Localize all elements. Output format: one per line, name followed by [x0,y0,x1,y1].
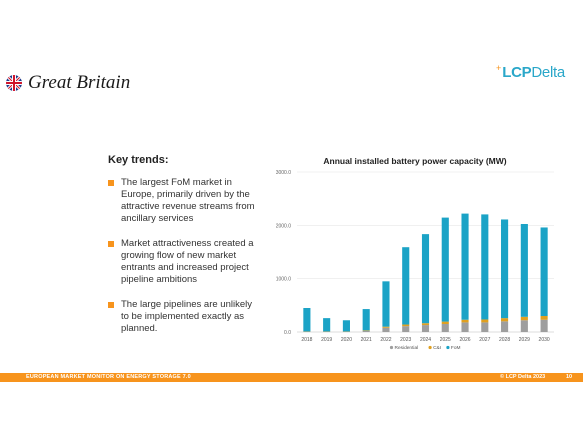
legend-marker [389,345,394,350]
bar-ci [501,318,509,322]
logo-text-thin: Delta [531,64,565,81]
bar-ci [362,330,370,331]
bullet-square-icon [108,302,114,308]
legend-marker [446,345,450,350]
x-tick-label: 2024 [420,337,431,343]
bar-residential [402,326,410,332]
x-tick-label: 2020 [341,337,352,343]
footer-bar: EUROPEAN MARKET MONITOR ON ENERGY STORAG… [0,373,583,382]
bar-fom [481,214,489,320]
bar-residential [461,322,469,332]
y-tick-label: 1000.0 [276,277,292,283]
bar-ci [382,326,390,328]
legend-label: Residential [395,345,419,351]
bar-residential [501,321,509,332]
bar-fom [402,247,410,325]
logo-text: LCPDelta [502,64,565,81]
x-tick-label: 2027 [479,337,490,343]
bullet-square-icon [108,180,114,186]
key-trends-list: The largest FoM market in Europe, primar… [108,177,258,348]
bar-residential [362,330,370,332]
bullet-square-icon [108,241,114,247]
y-tick-label: 2000.0 [276,223,292,229]
bar-fom [520,224,528,317]
bar-fom [441,217,449,322]
bar-ci [402,324,410,327]
trend-text: Market attractiveness created a growing … [121,238,254,285]
trend-item: The largest FoM market in Europe, primar… [108,177,258,225]
bar-fom [421,234,430,324]
x-tick-label: 2030 [539,337,550,343]
x-tick-label: 2021 [361,337,372,343]
bar-ci [441,321,449,324]
bar-residential [421,325,430,332]
page-header: Great Britain [6,72,130,94]
legend-label: FoM [451,345,461,351]
bar-ci [540,316,548,320]
bar-fom [342,320,350,332]
trend-text: The largest FoM market in Europe, primar… [121,177,255,224]
uk-flag-icon [6,75,22,91]
bar-fom [323,318,331,332]
x-tick-label: 2025 [440,337,451,343]
x-tick-label: 2028 [499,337,510,343]
x-tick-label: 2026 [459,337,470,343]
bar-ci [421,323,430,326]
page-title: Great Britain [28,72,131,93]
y-tick-label: 0.0 [284,330,291,336]
x-tick-label: 2018 [301,337,312,343]
trend-item: Market attractiveness created a growing … [108,238,258,286]
x-tick-label: 2019 [321,337,332,343]
legend-marker [428,345,432,350]
bar-fom [362,309,370,331]
bar-fom [501,219,509,319]
bar-fom [303,308,311,332]
y-tick-label: 3000.0 [276,170,292,176]
bar-fom [461,213,469,320]
lcp-delta-logo: + LCPDelta [496,63,565,82]
bar-residential [481,322,489,332]
x-tick-label: 2029 [519,337,530,343]
logo-spark-icon: + [496,63,502,73]
key-trends-title: Key trends: [108,154,169,166]
logo-text-bold: LCP [502,64,532,81]
capacity-bar-chart: 0.0 1000.0 2000.0 3000.0 2018 2019 2020 2021 202… [276,170,554,351]
footer-copyright: © LCP Delta 2023 [500,374,546,380]
legend-label: C&I [433,345,441,351]
bar-fom [382,281,390,327]
bar-residential [520,320,528,332]
chart-title: Annual installed battery power capacity … [323,156,507,166]
bar-residential [540,319,548,332]
bar-residential [382,327,390,332]
x-tick-label: 2023 [400,337,411,343]
bar-ci [461,319,469,323]
bar-fom [540,227,548,316]
bar-ci [520,316,528,321]
bar-ci [481,319,489,323]
bar-residential [441,324,449,332]
footer-publication: EUROPEAN MARKET MONITOR ON ENERGY STORAG… [26,374,191,380]
trend-text: The large pipelines are unlikely to be i… [121,299,252,334]
page-number: 10 [566,374,573,380]
trend-item: The large pipelines are unlikely to be i… [108,299,258,335]
x-tick-label: 2022 [380,337,391,343]
